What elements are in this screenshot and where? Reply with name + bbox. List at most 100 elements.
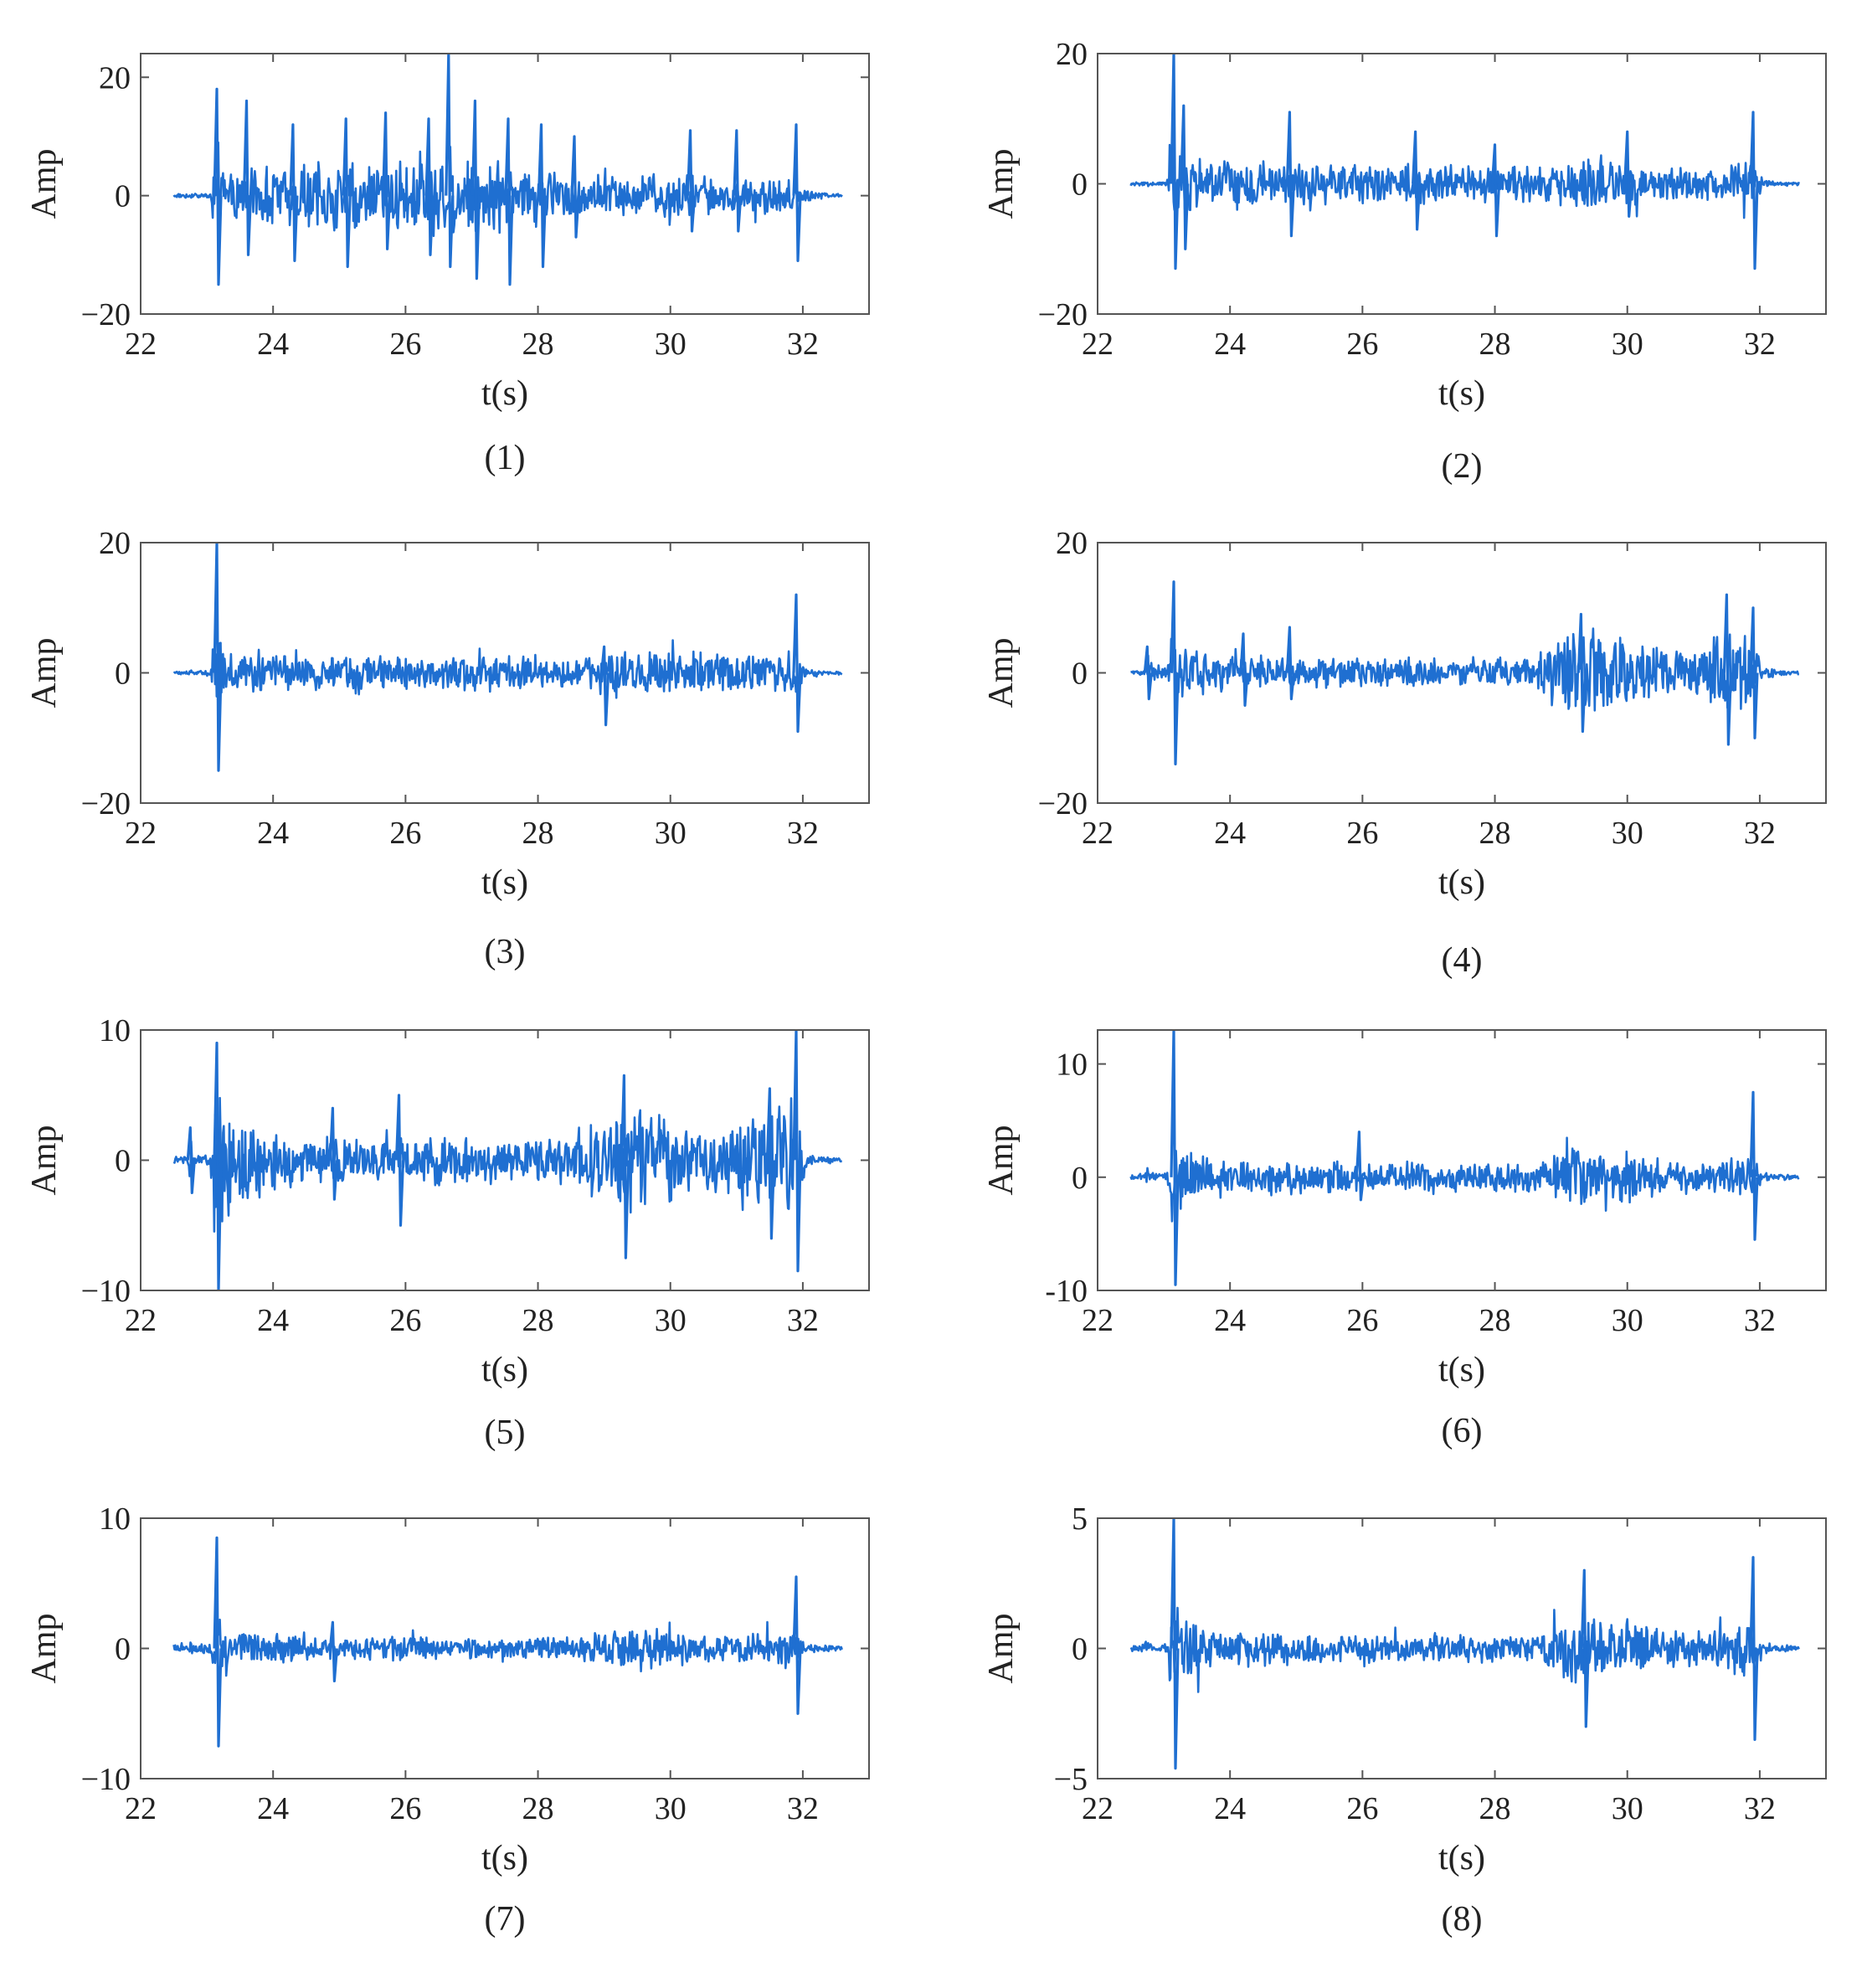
signal-peak: [1623, 130, 1633, 218]
x-tick-label: 24: [257, 816, 289, 851]
x-tick-label: 32: [1744, 1303, 1776, 1338]
y-tick-label: −10: [81, 1762, 131, 1797]
signal-peak: [394, 1094, 405, 1227]
signal-peak: [1180, 104, 1190, 250]
subplot-7: 22 24 26 28 30 32 −10 0 10 t(s) Amp (7): [25, 1501, 870, 1939]
signal-peak: [382, 111, 392, 250]
signal-peak: [1580, 1568, 1590, 1728]
signal-peak: [1490, 143, 1501, 238]
signal-peak: [1170, 54, 1180, 270]
x-tick-label: 30: [655, 816, 687, 851]
x-tick-label: 22: [125, 1791, 157, 1826]
x-tick-label: 28: [522, 1791, 554, 1826]
x-tick-label: 28: [1479, 327, 1511, 362]
x-tick-label: 26: [389, 816, 421, 851]
x-tick-label: 30: [1612, 816, 1643, 851]
signal-peak: [242, 99, 253, 256]
signal-peak: [686, 129, 697, 233]
signal-peak: [1285, 111, 1295, 238]
subplot-8: 22 24 26 28 30 32 −5 0 5 t(s) Amp (8): [982, 1501, 1827, 1939]
subplot-caption: (3): [485, 933, 526, 971]
y-axis-label: Amp: [982, 638, 1021, 708]
signal-line: [172, 639, 843, 699]
signal-peak: [792, 123, 802, 262]
subplot-caption: (4): [1442, 941, 1483, 980]
y-tick-label: 0: [1072, 1161, 1088, 1196]
signal-peak: [1722, 593, 1732, 746]
y-tick-label: 0: [1072, 167, 1088, 203]
x-tick-label: 32: [787, 1303, 819, 1338]
signal-line: [1129, 1606, 1800, 1693]
x-axis-label: t(s): [1438, 1839, 1485, 1877]
signal-peak: [1355, 1130, 1365, 1202]
x-tick-label: 24: [257, 1303, 289, 1338]
signal-peak: [1170, 1518, 1180, 1770]
signal-peak: [792, 1030, 802, 1273]
x-tick-label: 26: [1346, 816, 1378, 851]
y-tick-label: 20: [99, 60, 131, 95]
y-axis-label: Amp: [25, 1614, 64, 1684]
signal-peak: [792, 593, 802, 734]
subplot-3: 22 24 26 28 30 32 −20 0 20 t(s) Amp (3): [25, 526, 870, 971]
y-axis-label: Amp: [982, 149, 1021, 219]
x-tick-label: 26: [389, 1303, 421, 1338]
x-tick-label: 22: [125, 1303, 157, 1338]
y-tick-label: 0: [115, 1632, 131, 1667]
signal-peak: [186, 1126, 196, 1194]
signal-peak: [424, 117, 435, 256]
y-tick-label: 0: [115, 1144, 131, 1179]
signal-peak: [600, 645, 610, 727]
y-tick-label: −20: [1038, 786, 1088, 821]
y-tick-label: 20: [99, 526, 131, 561]
y-tick-label: 5: [1072, 1501, 1088, 1537]
x-tick-label: 26: [1346, 327, 1378, 362]
x-tick-label: 32: [1744, 327, 1776, 362]
signal-peak: [620, 1074, 630, 1259]
signal-peak: [765, 1087, 775, 1240]
x-tick-label: 22: [1082, 327, 1114, 362]
signal-line: [1130, 627, 1800, 712]
x-tick-label: 28: [522, 327, 554, 362]
subplot-caption: (2): [1442, 447, 1483, 486]
y-tick-label: 10: [1056, 1048, 1088, 1083]
x-tick-label: 30: [1612, 1303, 1643, 1338]
axes-frame: [1097, 1029, 1827, 1291]
signal-peak: [471, 99, 481, 281]
axes-frame: [140, 53, 870, 315]
signal-peak: [1143, 645, 1153, 701]
x-axis-label: t(s): [481, 374, 528, 413]
y-tick-label: −5: [1054, 1762, 1088, 1797]
x-tick-label: 32: [1744, 816, 1776, 851]
x-tick-label: 24: [1214, 1791, 1246, 1826]
x-tick-label: 28: [1479, 1303, 1511, 1338]
x-tick-label: 30: [655, 1303, 687, 1338]
y-axis-label: Amp: [25, 1125, 64, 1196]
x-tick-label: 32: [787, 327, 819, 362]
subplot-2: 22 24 26 28 30 32 −20 0 20 t(s) Amp (2): [982, 37, 1827, 486]
x-tick-label: 28: [1479, 1791, 1511, 1826]
signal-peak: [213, 1041, 223, 1290]
x-tick-label: 26: [389, 327, 421, 362]
signal-peak: [1749, 111, 1759, 270]
signal-peak: [733, 129, 743, 233]
x-tick-label: 32: [787, 816, 819, 851]
signal-line: [172, 1096, 843, 1233]
y-tick-label: 10: [99, 1013, 131, 1048]
x-tick-label: 28: [522, 816, 554, 851]
signal-peak: [570, 135, 580, 239]
signal-peak: [1170, 580, 1180, 765]
signal-peak: [1170, 1030, 1180, 1286]
x-axis-label: t(s): [481, 1351, 528, 1389]
x-tick-label: 22: [125, 816, 157, 851]
y-tick-label: −20: [81, 297, 131, 332]
x-tick-label: 22: [125, 327, 157, 362]
x-tick-label: 22: [1082, 1791, 1114, 1826]
x-tick-label: 30: [655, 327, 687, 362]
subplot-caption: (7): [485, 1900, 526, 1939]
signal-peak: [1412, 130, 1422, 231]
signal-peak: [328, 1620, 338, 1682]
signal-line: [172, 1618, 843, 1677]
x-axis-label: t(s): [1438, 374, 1485, 413]
subplot-caption: (8): [1442, 1900, 1483, 1939]
signal-peak: [1239, 632, 1249, 707]
